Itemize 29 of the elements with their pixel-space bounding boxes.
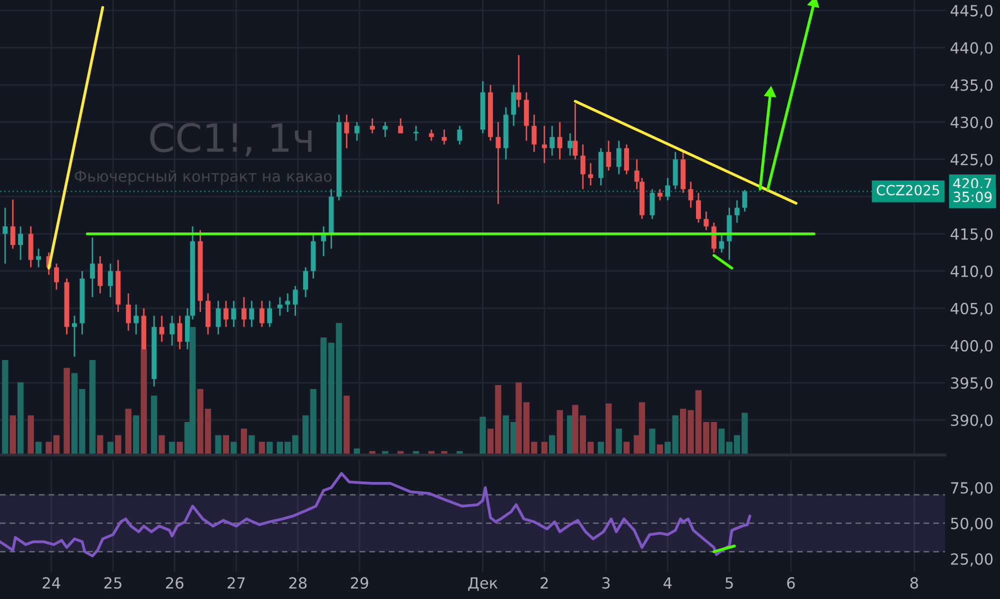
y-tick-label: 435,0	[950, 79, 993, 92]
x-tick-label: 29	[350, 577, 368, 589]
y-tick-label: 410,0	[950, 266, 993, 279]
y-tick-label: 400,0	[950, 340, 993, 354]
x-tick-label: 25	[104, 577, 122, 589]
y-tick-label: 445,0	[950, 4, 993, 18]
x-tick-label: 8	[910, 577, 918, 589]
y-tick-label: 390,0	[951, 414, 993, 428]
x-tick-label: 5	[726, 577, 733, 589]
x-tick-label: 3	[602, 577, 610, 589]
x-tick-label: 24	[42, 577, 60, 589]
x-tick-label: 2	[540, 577, 548, 589]
x-tick-label: Дек	[468, 577, 498, 591]
y-tick-label: 425,0	[950, 154, 993, 167]
y-tick-label: 75,00	[951, 482, 993, 496]
x-tick-label: 26	[166, 577, 184, 589]
y-tick-label: 430,0	[950, 116, 993, 130]
y-tick-label: 395,0	[951, 377, 993, 390]
text: 35:09	[954, 192, 992, 202]
y-tick-label: 405,0	[950, 302, 993, 316]
x-tick-label: 6	[787, 577, 795, 589]
y-tick-label: 415,0	[950, 228, 993, 242]
y-tick-label: 50,00	[951, 518, 993, 531]
annotation: CCZ2025	[876, 184, 940, 196]
y-tick-label: 25,00	[950, 553, 993, 566]
x-tick-label: 28	[289, 577, 307, 589]
y-tick-label: 440,0	[950, 42, 993, 56]
x-tick-label: 4	[664, 577, 672, 589]
x-tick-label: 27	[228, 577, 245, 589]
